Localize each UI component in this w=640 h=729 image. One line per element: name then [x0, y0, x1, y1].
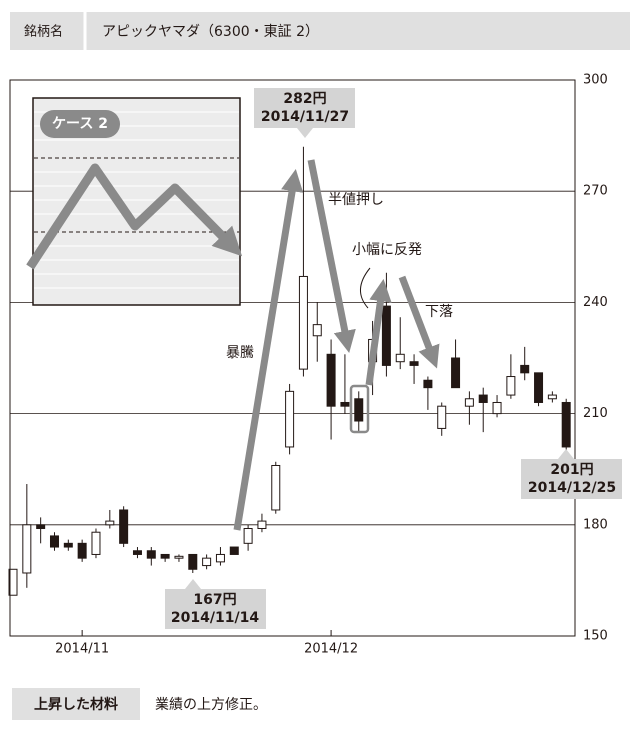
arrow-rebound: [365, 278, 392, 386]
candle-body: [77, 542, 87, 559]
annotation-text: 下落: [425, 304, 453, 320]
candle-body: [312, 324, 322, 337]
plot-area: [8, 79, 575, 637]
header-bar: [10, 12, 630, 50]
label-leader: [360, 267, 371, 309]
candle-body: [105, 520, 115, 526]
callout-box: [254, 88, 355, 128]
y-tick-label: 240: [583, 295, 608, 310]
annotation-text: 暴騰: [226, 344, 254, 361]
candle-body: [202, 557, 212, 567]
footer-text: 業績の上方修正。: [155, 697, 267, 713]
candle-body: [340, 401, 350, 407]
annotation-text: 小幅に反発: [352, 242, 422, 258]
footer-label: 上昇した材料: [34, 696, 118, 713]
arrow-decline: [398, 275, 440, 369]
candle-body: [160, 553, 170, 559]
arrow-surge: [233, 168, 304, 531]
callout-box: [165, 589, 266, 629]
annotation-text: 167円: [193, 592, 236, 608]
x-tick-label: 2014/11: [55, 642, 109, 657]
candle-body: [381, 305, 391, 366]
candle-body: [464, 398, 474, 407]
y-tick-label: 150: [583, 629, 608, 644]
candle-body: [49, 535, 59, 548]
annotation-text: 2014/11/27: [261, 109, 349, 125]
candle-body: [409, 361, 419, 366]
callout-pointer: [558, 449, 574, 459]
candle-body: [451, 357, 461, 389]
candle-body: [547, 394, 557, 400]
annotation-text: 2014/12/25: [528, 480, 616, 496]
candle-body: [395, 353, 405, 363]
y-tick-label: 300: [583, 73, 608, 88]
candle-body: [478, 394, 488, 403]
candle-body: [506, 376, 516, 396]
y-tick-label: 270: [583, 184, 608, 199]
candle-body: [492, 401, 502, 415]
candle-body: [8, 568, 18, 596]
candle-body: [91, 531, 101, 555]
candle-body: [36, 524, 46, 530]
annotation-text: 282円: [283, 91, 326, 107]
callout-pointer: [297, 128, 313, 138]
inset: [26, 97, 243, 306]
annotation-text: 2014/11/14: [171, 610, 259, 626]
candle-body: [229, 546, 239, 555]
candle-body: [298, 275, 308, 370]
header-title: アピックヤマダ（6300・東証 2）: [102, 24, 319, 40]
annotations: 282円 2014/11/27 167円 2014/11/14 201円 2014/12/…: [52, 88, 622, 629]
callout-pointer: [185, 579, 201, 589]
candle-body: [257, 520, 267, 530]
candle-body: [119, 509, 129, 544]
highlight-box: [349, 384, 370, 434]
candle-body: [215, 553, 225, 563]
inset-arrow: [26, 163, 243, 270]
candle-body: [561, 401, 571, 448]
header-label: 銘柄名: [24, 24, 63, 40]
candle-body: [534, 372, 544, 403]
candle-body: [437, 405, 447, 429]
y-tick-label: 180: [583, 517, 608, 532]
candle-body: [271, 464, 281, 511]
candle-body: [423, 379, 433, 389]
candle-body: [243, 528, 253, 544]
candle-body: [174, 555, 184, 559]
candle-body: [132, 550, 142, 555]
candle-body: [520, 364, 530, 374]
callout-box: [521, 459, 622, 499]
candle-body: [63, 542, 73, 548]
footer-label-box: [12, 688, 140, 720]
annotation-text: 半値押し: [328, 192, 384, 208]
inset-pill: [40, 110, 120, 138]
plot-frame: [9, 79, 576, 637]
candle-body: [22, 524, 32, 574]
candle-body: [146, 550, 156, 559]
x-tick-label: 2014/12: [304, 642, 358, 657]
candle-body: [326, 353, 336, 407]
arrows: [233, 159, 440, 531]
candle-body: [188, 553, 198, 570]
candle-body: [354, 398, 364, 422]
arrow-pullback: [307, 159, 356, 353]
candle-body: [285, 390, 295, 448]
annotation-text: 201円: [550, 462, 593, 478]
annotation-text: ケース 2: [52, 116, 108, 132]
y-tick-label: 210: [583, 406, 608, 421]
